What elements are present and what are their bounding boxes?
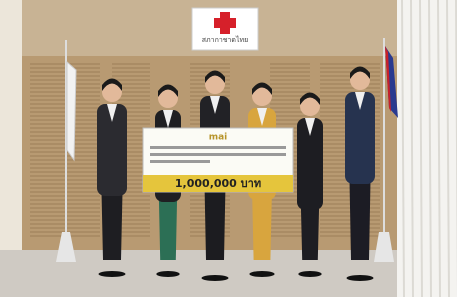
cross [214,18,236,28]
person-legs [301,206,319,260]
person-legs [102,192,123,260]
cheque-logo: mai [209,133,228,143]
person-legs [350,180,371,260]
photo: สภากาชาดไทย mai 1,000,000 บาท [0,0,457,297]
person-shoes [156,271,179,277]
cheque-amount: 1,000,000 บาท [175,177,261,190]
sign-label: สภากาชาดไทย [202,35,248,44]
cheque-text-line [150,146,286,149]
person-legs [159,198,177,260]
flag [67,62,76,160]
person-legs [205,184,226,260]
person-legs [252,196,272,260]
person-shoes [99,271,126,277]
person-shoes [347,275,374,281]
person-shoes [249,271,274,277]
cheque-text-line [150,153,286,156]
person-shoes [298,271,321,277]
cheque-text-line [150,160,210,163]
person-shoes [202,275,229,281]
page: สภากาชาดไทย mai 1,000,000 บาท (() => { c… [0,0,457,297]
